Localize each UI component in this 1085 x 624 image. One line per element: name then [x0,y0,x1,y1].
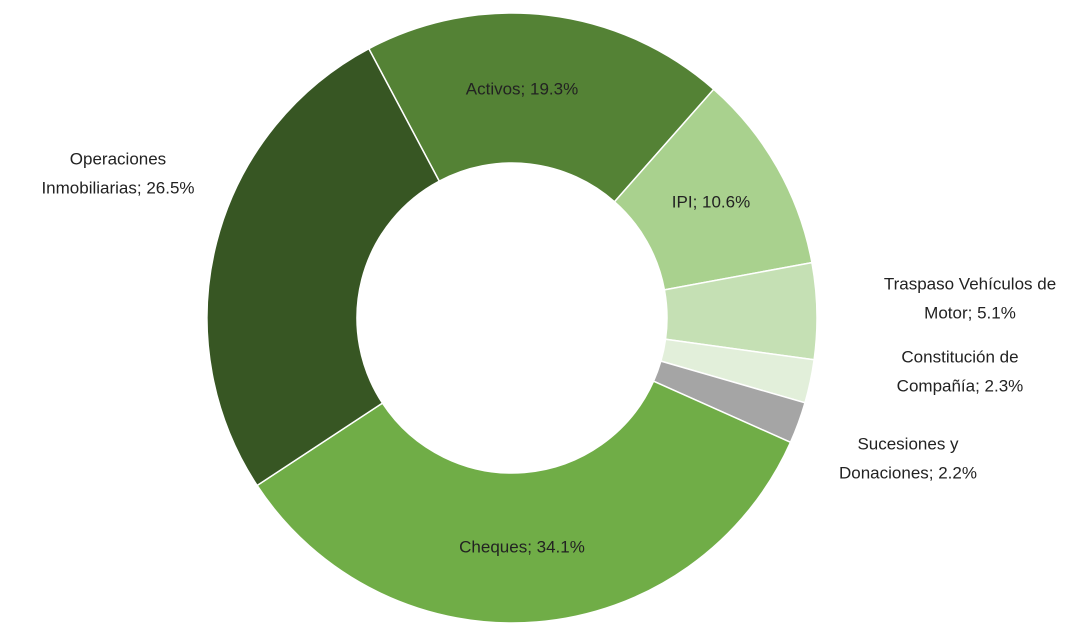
data-label: IPI; 10.6% [672,192,750,211]
data-label: Inmobiliarias; 26.5% [41,178,194,197]
data-label: Sucesiones y [857,434,959,453]
data-label: Donaciones; 2.2% [839,463,977,482]
data-label: Cheques; 34.1% [459,537,585,556]
data-label: Operaciones [70,149,166,168]
data-label: Constitución de [901,347,1018,366]
donut-slice [206,47,441,487]
data-label: Compañía; 2.3% [897,376,1024,395]
donut-slice [367,12,715,203]
data-label: Traspaso Vehículos de [884,274,1056,293]
donut-slice [256,380,792,624]
data-label: Motor; 5.1% [924,303,1016,322]
data-label: Activos; 19.3% [466,79,578,98]
